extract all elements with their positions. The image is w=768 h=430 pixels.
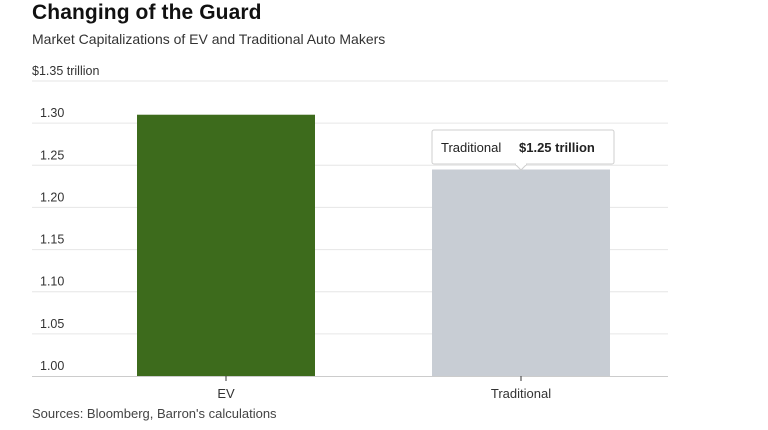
bars (137, 114, 610, 377)
y-tick-label: 1.30 (40, 106, 64, 120)
bar-ev[interactable] (137, 114, 315, 376)
chart-title: Changing of the Guard (32, 1, 262, 24)
y-tick-label: $1.35 trillion (32, 64, 99, 78)
chart-source-note: Sources: Bloomberg, Barron's calculation… (32, 406, 277, 421)
x-category-label: Traditional (491, 386, 551, 401)
y-tick-label: 1.00 (40, 359, 64, 373)
y-tick-label: 1.20 (40, 190, 64, 204)
y-tick-label: 1.15 (40, 233, 64, 247)
tooltip-pointer (514, 163, 528, 171)
y-tick-label: 1.05 (40, 317, 64, 331)
y-axis-tick-labels: 1.00 1.05 1.10 1.15 1.20 1.25 1.30 $1.35 trilli… (32, 64, 99, 373)
bar-tooltip: Traditional $1.25 trillion (431, 129, 615, 171)
x-axis: EV Traditional (32, 376, 668, 401)
y-tick-label: 1.10 (40, 275, 64, 289)
bar-traditional[interactable] (432, 169, 610, 377)
chart-subtitle: Market Capitalizations of EV and Traditi… (32, 31, 386, 47)
x-category-label: EV (217, 386, 235, 401)
tooltip-value: $1.25 trillion (519, 140, 595, 155)
y-tick-label: 1.25 (40, 148, 64, 162)
tooltip-label: Traditional (441, 140, 501, 155)
